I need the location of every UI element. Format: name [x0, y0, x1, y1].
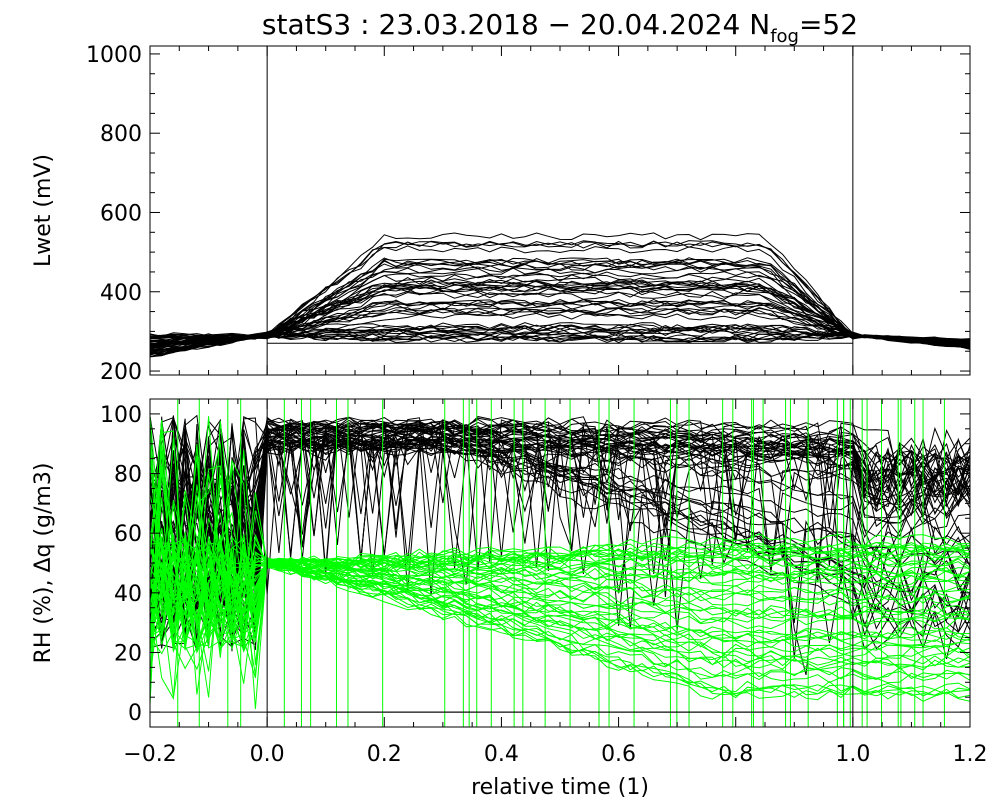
lwet-series-line [150, 322, 970, 344]
rh-series-line [150, 439, 970, 638]
lwet-series-line [150, 312, 970, 345]
y-tick-label: 80 [114, 463, 142, 488]
rh-series-line [150, 417, 970, 645]
dq-series-line [150, 543, 970, 668]
rh-series-line [150, 423, 970, 640]
lwet-series-group [150, 232, 970, 358]
dq-series-line [150, 437, 970, 675]
x-tick-label: −0.2 [123, 742, 176, 767]
lwet-series-line [150, 257, 970, 353]
lwet-series-line [150, 291, 970, 350]
x-tick-label: 0.6 [601, 742, 636, 767]
lwet-series-line [150, 332, 970, 348]
x-tick-label: 0.8 [718, 742, 753, 767]
rh-series-line [150, 423, 970, 638]
rh-series-line [150, 434, 970, 638]
y-tick-label: 1000 [86, 43, 142, 68]
chart-title-prefix: statS3 : 23.03.2018 − 20.04.2024 N [262, 8, 770, 41]
x-tick-label: 0.0 [250, 742, 285, 767]
x-tick-label: 1.2 [953, 742, 988, 767]
lwet-series-line [150, 240, 970, 343]
lwet-series-line [150, 276, 970, 348]
dq-series-line [150, 546, 970, 693]
rh-dq-panel: 0 20 40 60 80 100 RH (%), Δq (g/m3) −0.2 0.0 0.2 0… [31, 398, 988, 767]
chart-title-subscript: fog [770, 26, 799, 47]
lwet-y-axis-label: Lwet (mV) [31, 154, 56, 267]
lwet-series-line [150, 280, 970, 348]
y-tick-label: 40 [114, 582, 142, 607]
lwet-panel: 200 400 600 800 1000 Lwet (mV) [31, 43, 971, 385]
y-tick-label: 0 [128, 701, 142, 726]
y-tick-label: 800 [100, 122, 142, 147]
lwet-series-line [150, 258, 970, 346]
lwet-series-line [150, 299, 970, 348]
y-tick-label: 600 [100, 201, 142, 226]
y-tick-label: 60 [114, 522, 142, 547]
dq-series-line [150, 472, 970, 680]
rh-series-line [150, 417, 970, 599]
chart-title: statS3 : 23.03.2018 − 20.04.2024 Nfog=52 [262, 8, 858, 47]
rh-series-line [150, 414, 970, 651]
y-tick-label: 400 [100, 281, 142, 306]
lwet-series-line [150, 333, 970, 349]
rh-series-line [150, 429, 970, 642]
rh-series-line [150, 416, 970, 651]
rh-series-line [150, 420, 970, 650]
rh_dq-series-group [150, 399, 970, 727]
x-tick-label: 0.2 [367, 742, 402, 767]
y-tick-label: 100 [100, 403, 142, 428]
y-tick-label: 20 [114, 641, 142, 666]
rh-series-line [150, 416, 970, 639]
dq-series-line [150, 420, 970, 686]
dq-series-line [150, 512, 970, 639]
lwet-series-line [150, 232, 970, 341]
lwet-series-line [150, 307, 970, 358]
y-tick-label: 200 [100, 360, 142, 385]
dq-series-line [150, 528, 970, 635]
chart-title-suffix: =52 [799, 8, 858, 41]
rh-series-line [150, 424, 970, 621]
rh-series-line [150, 417, 970, 609]
dq-series-line [150, 535, 970, 702]
x-axis-label: relative time (1) [471, 775, 649, 800]
dq-series-line [150, 449, 970, 614]
x-tick-label: 0.4 [484, 742, 519, 767]
rh_dq-y-axis-label: RH (%), Δq (g/m3) [31, 463, 56, 664]
rh-series-line [150, 422, 970, 676]
x-tick-label: 1.0 [835, 742, 870, 767]
lwet-series-line [150, 263, 970, 356]
rh-series-line [150, 426, 970, 643]
